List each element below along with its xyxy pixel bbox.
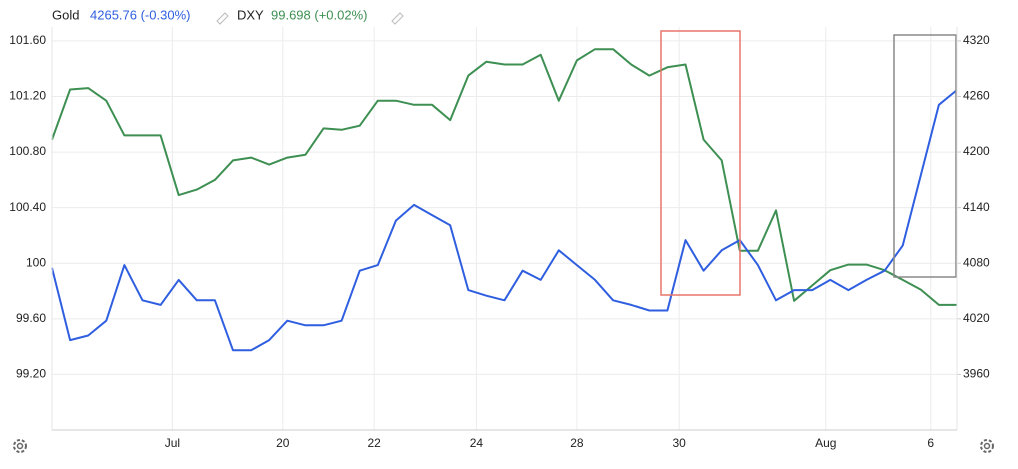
- edit-icon[interactable]: [391, 12, 404, 25]
- highlight-box-gray: [893, 34, 957, 278]
- x-tick-label: 24: [470, 436, 484, 450]
- y-tick-label: 100: [26, 255, 46, 269]
- y-tick-label: 100.40: [9, 200, 46, 214]
- y-tick-label: 99.20: [16, 367, 46, 381]
- x-tick-label: 30: [672, 436, 686, 450]
- y-tick-label: 100.80: [9, 144, 46, 158]
- y2-tick-label: 4200: [963, 144, 990, 158]
- x-tick-label: 22: [368, 436, 382, 450]
- x-tick-label: Aug: [815, 436, 836, 450]
- y2-tick-label: 3960: [963, 367, 990, 381]
- gear-hub: [983, 442, 991, 450]
- gear: [13, 439, 27, 453]
- y2-tick-label: 4320: [963, 33, 990, 47]
- gear: [980, 439, 994, 453]
- legend-dxy-quote: 99.698 (+0.02%): [271, 7, 367, 22]
- y-tick-label: 101.60: [9, 33, 46, 47]
- gear-hub: [16, 442, 24, 450]
- highlight-box-red: [660, 30, 741, 296]
- y2-tick-label: 4080: [963, 255, 990, 269]
- x-tick-label: 6: [927, 436, 934, 450]
- x-tick-label: 28: [570, 436, 584, 450]
- legend-dxy-name: DXY: [237, 7, 264, 22]
- y2-tick-label: 4020: [963, 311, 990, 325]
- settings-icon-right[interactable]: [980, 439, 994, 453]
- y-tick-label: 99.60: [16, 311, 46, 325]
- settings-icon-left[interactable]: [13, 439, 27, 453]
- data-line: [51, 89, 958, 352]
- data-line: [51, 48, 957, 306]
- edit-icon[interactable]: [216, 12, 229, 25]
- legend-gold-name: Gold: [52, 7, 79, 22]
- y-tick-label: 101.20: [9, 89, 46, 103]
- x-tick-label: 20: [276, 436, 290, 450]
- y2-tick-label: 4260: [963, 89, 990, 103]
- y2-tick-label: 4140: [963, 200, 990, 214]
- x-tick-label: Jul: [165, 436, 180, 450]
- legend-gold-quote: 4265.76 (-0.30%): [90, 7, 190, 22]
